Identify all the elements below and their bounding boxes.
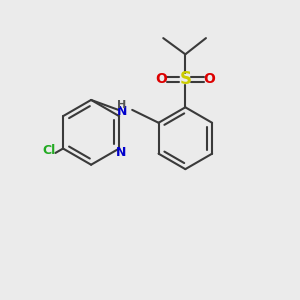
Text: S: S: [179, 70, 191, 88]
Text: N: N: [117, 105, 127, 118]
Text: Cl: Cl: [42, 144, 56, 157]
Text: O: O: [155, 72, 167, 86]
Text: N: N: [116, 146, 126, 159]
Text: O: O: [203, 72, 215, 86]
Text: H: H: [117, 100, 127, 110]
